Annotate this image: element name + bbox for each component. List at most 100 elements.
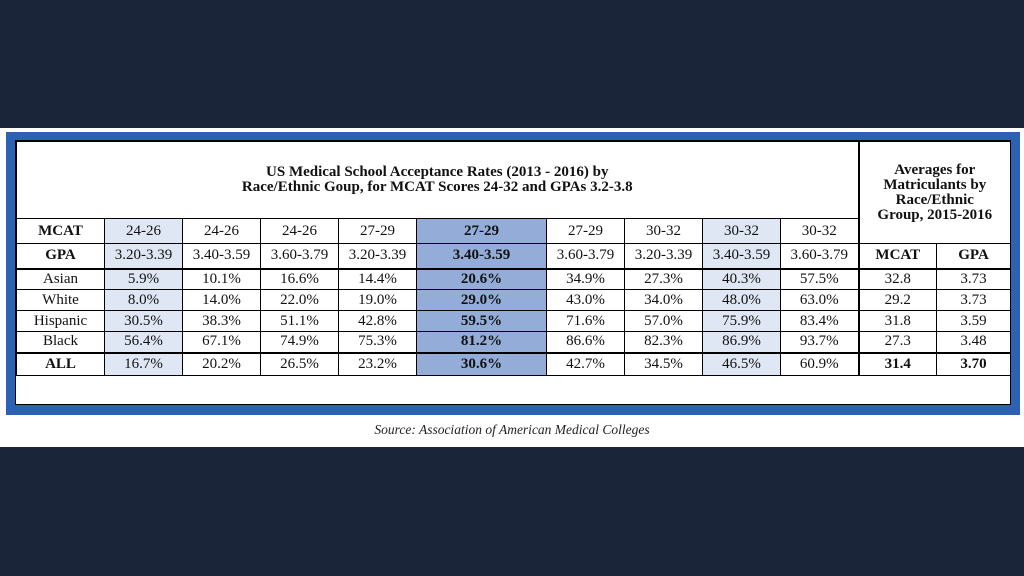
- rate-cell: 43.0%: [546, 289, 625, 311]
- rate-cell: 34.0%: [624, 289, 703, 311]
- table-title: US Medical School Acceptance Rates (2013…: [15, 141, 860, 219]
- rate-cell: 48.0%: [702, 289, 781, 311]
- gpa-range: 3.40-3.59: [702, 243, 781, 270]
- row-label: ALL: [16, 351, 105, 376]
- gpa-row-label: GPA: [16, 243, 105, 270]
- rate-cell: 38.3%: [182, 310, 261, 332]
- source-caption: Source: Association of American Medical …: [374, 422, 650, 437]
- table-panel: US Medical School Acceptance Rates (2013…: [15, 140, 1012, 405]
- gpa-range: 3.60-3.79: [260, 243, 339, 270]
- rate-cell: 83.4%: [779, 310, 860, 332]
- rate-cell: 42.8%: [338, 310, 417, 332]
- rate-cell: 57.5%: [779, 268, 860, 290]
- rate-cell: 16.7%: [104, 351, 183, 376]
- gpa-header-row: GPA 3.20-3.39 3.40-3.59 3.60-3.79 3.20-3…: [16, 243, 1012, 270]
- rate-cell: 30.6%: [416, 351, 547, 376]
- rate-cell: 57.0%: [624, 310, 703, 332]
- row-label: Black: [16, 331, 105, 353]
- avg-gpa-cell: 3.70: [936, 351, 1012, 376]
- rate-cell: 51.1%: [260, 310, 339, 332]
- rate-cell: 63.0%: [779, 289, 860, 311]
- figure-card: US Medical School Acceptance Rates (2013…: [0, 128, 1024, 447]
- averages-header-line-4: Group, 2015-2016: [877, 206, 993, 223]
- rate-cell: 71.6%: [546, 310, 625, 332]
- avg-gpa-cell: 3.48: [936, 331, 1012, 353]
- rate-cell: 29.0%: [416, 289, 547, 311]
- mcat-row-label: MCAT: [16, 218, 105, 244]
- avg-gpa-header: GPA: [936, 243, 1012, 270]
- rate-cell: 59.5%: [416, 310, 547, 332]
- rate-cell: 40.3%: [702, 268, 781, 290]
- rate-cell: 5.9%: [104, 268, 183, 290]
- avg-mcat-cell: 27.3: [857, 331, 938, 353]
- mcat-range: 27-29: [416, 218, 547, 244]
- title-line-2: Race/Ethnic Goup, for MCAT Scores 24-32 …: [241, 179, 633, 195]
- mcat-range: 30-32: [779, 218, 860, 244]
- rate-cell: 86.9%: [702, 331, 781, 353]
- avg-gpa-cell: 3.73: [936, 268, 1012, 290]
- mcat-range: 24-26: [104, 218, 183, 244]
- rate-cell: 26.5%: [260, 351, 339, 376]
- rate-cell: 74.9%: [260, 331, 339, 353]
- rate-cell: 46.5%: [702, 351, 781, 376]
- mcat-header-row: MCAT 24-26 24-26 24-26 27-29 27-29 27-29…: [16, 218, 1011, 244]
- rate-cell: 86.6%: [546, 331, 625, 353]
- averages-header-line-3: Race/Ethnic: [895, 191, 974, 208]
- table-row-all: ALL 16.7% 20.2% 26.5% 23.2% 30.6% 42.7% …: [16, 351, 1012, 376]
- table-row: White 8.0% 14.0% 22.0% 19.0% 29.0% 43.0%…: [16, 289, 1012, 311]
- table-row: Black 56.4% 67.1% 74.9% 75.3% 81.2% 86.6…: [16, 331, 1012, 353]
- gpa-range: 3.60-3.79: [546, 243, 625, 270]
- rate-cell: 20.2%: [182, 351, 261, 376]
- rate-cell: 34.5%: [624, 351, 703, 376]
- mcat-range: 27-29: [546, 218, 625, 244]
- averages-header: Averages for Matriculants by Race/Ethnic…: [857, 141, 1012, 244]
- gpa-range: 3.20-3.39: [104, 243, 183, 270]
- mcat-range: 24-26: [182, 218, 261, 244]
- gpa-range: 3.40-3.59: [182, 243, 261, 270]
- rate-cell: 75.9%: [702, 310, 781, 332]
- rate-cell: 82.3%: [624, 331, 703, 353]
- averages-header-line-2: Matriculants by: [883, 176, 987, 193]
- row-label: White: [16, 289, 105, 311]
- rate-cell: 34.9%: [546, 268, 625, 290]
- mcat-range: 30-32: [624, 218, 703, 244]
- gpa-range: 3.20-3.39: [338, 243, 417, 270]
- rate-cell: 30.5%: [104, 310, 183, 332]
- rate-cell: 20.6%: [416, 268, 547, 290]
- rate-cell: 10.1%: [182, 268, 261, 290]
- title-line-1: US Medical School Acceptance Rates (2013…: [266, 164, 609, 180]
- table-row: Asian 5.9% 10.1% 16.6% 14.4% 20.6% 34.9%…: [16, 268, 1012, 290]
- mcat-range: 30-32: [702, 218, 781, 244]
- avg-mcat-cell: 31.8: [857, 310, 938, 332]
- acceptance-rate-table: US Medical School Acceptance Rates (2013…: [15, 141, 1012, 376]
- rate-cell: 19.0%: [338, 289, 417, 311]
- gpa-range: 3.20-3.39: [624, 243, 703, 270]
- rate-cell: 14.4%: [338, 268, 417, 290]
- rate-cell: 60.9%: [779, 351, 860, 376]
- rate-cell: 8.0%: [104, 289, 183, 311]
- table-row: Hispanic 30.5% 38.3% 51.1% 42.8% 59.5% 7…: [16, 310, 1012, 332]
- table-frame: US Medical School Acceptance Rates (2013…: [6, 132, 1020, 415]
- avg-gpa-cell: 3.73: [936, 289, 1012, 311]
- rate-cell: 75.3%: [338, 331, 417, 353]
- averages-header-line-1: Averages for: [894, 161, 976, 178]
- avg-mcat-header: MCAT: [857, 243, 938, 270]
- rate-cell: 22.0%: [260, 289, 339, 311]
- mcat-range: 27-29: [338, 218, 417, 244]
- rate-cell: 27.3%: [624, 268, 703, 290]
- row-label: Hispanic: [16, 310, 105, 332]
- rate-cell: 93.7%: [779, 331, 860, 353]
- avg-mcat-cell: 32.8: [857, 268, 938, 290]
- rate-cell: 81.2%: [416, 331, 547, 353]
- avg-mcat-cell: 31.4: [857, 351, 938, 376]
- row-label: Asian: [16, 268, 105, 290]
- rate-cell: 14.0%: [182, 289, 261, 311]
- mcat-range: 24-26: [260, 218, 339, 244]
- rate-cell: 67.1%: [182, 331, 261, 353]
- gpa-range: 3.60-3.79: [779, 243, 860, 270]
- rate-cell: 56.4%: [104, 331, 183, 353]
- avg-mcat-cell: 29.2: [857, 289, 938, 311]
- rate-cell: 42.7%: [546, 351, 625, 376]
- rate-cell: 16.6%: [260, 268, 339, 290]
- avg-gpa-cell: 3.59: [936, 310, 1012, 332]
